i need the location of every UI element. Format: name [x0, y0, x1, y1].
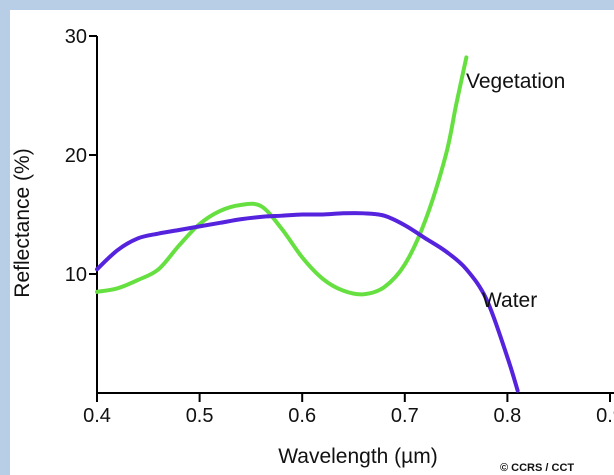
series-lines — [95, 55, 520, 393]
y-tick-label: 30 — [65, 26, 87, 48]
x-tick-label: 0.9 — [596, 405, 614, 427]
x-tick-label: 0.6 — [288, 405, 316, 427]
x-tick-label: 0.4 — [83, 405, 111, 427]
y-tick-label: 10 — [65, 264, 87, 286]
x-tick-label: 0.8 — [493, 405, 521, 427]
y-axis-label: Reflectance (%) — [11, 148, 34, 297]
water-series-line — [95, 211, 520, 393]
y-tick-label: 20 — [65, 145, 87, 167]
water-series-label: Water — [482, 289, 537, 312]
vegetation-series-label: Vegetation — [466, 70, 565, 93]
axes — [96, 36, 614, 394]
x-tick-label: 0.5 — [186, 405, 214, 427]
ticks: 0.4 0.5 0.6 0.7 0.8 0.9 10 20 30 — [65, 26, 614, 427]
x-axis-label: Wavelength (µm) — [278, 445, 438, 468]
reflectance-chart: 0.4 0.5 0.6 0.7 0.8 0.9 10 20 30 Vegetation Water… — [11, 26, 614, 474]
x-tick-label: 0.7 — [391, 405, 419, 427]
series-labels: Vegetation Water — [466, 70, 565, 312]
vegetation-series-line — [95, 55, 469, 297]
copyright-credit: © CCRS / CCT — [500, 462, 574, 474]
chart-frame: 0.4 0.5 0.6 0.7 0.8 0.9 10 20 30 Vegetation Water… — [10, 10, 614, 475]
